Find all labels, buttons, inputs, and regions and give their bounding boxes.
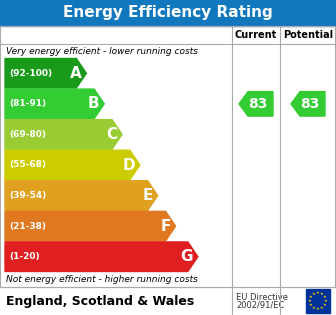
Polygon shape xyxy=(5,242,198,272)
Text: D: D xyxy=(122,158,135,173)
Text: (39-54): (39-54) xyxy=(9,191,46,200)
Text: (55-68): (55-68) xyxy=(9,161,46,169)
Text: ★: ★ xyxy=(320,292,324,296)
Bar xyxy=(0,287,336,315)
Text: ★: ★ xyxy=(308,299,312,303)
Text: ★: ★ xyxy=(324,299,328,303)
Text: F: F xyxy=(160,219,171,234)
Text: Very energy efficient - lower running costs: Very energy efficient - lower running co… xyxy=(6,47,198,55)
Text: (92-100): (92-100) xyxy=(9,69,52,78)
Text: (21-38): (21-38) xyxy=(9,222,46,231)
Polygon shape xyxy=(5,120,122,149)
Polygon shape xyxy=(291,92,325,116)
Polygon shape xyxy=(5,181,158,210)
Text: (1-20): (1-20) xyxy=(9,252,40,261)
Text: E: E xyxy=(142,188,153,203)
Bar xyxy=(0,26,336,287)
Text: EU Directive: EU Directive xyxy=(236,294,288,302)
Text: ★: ★ xyxy=(309,303,313,307)
Text: Not energy efficient - higher running costs: Not energy efficient - higher running co… xyxy=(6,275,198,284)
Text: ★: ★ xyxy=(312,306,316,310)
Text: C: C xyxy=(106,127,117,142)
Text: Energy Efficiency Rating: Energy Efficiency Rating xyxy=(63,5,273,20)
Text: B: B xyxy=(88,96,99,112)
Polygon shape xyxy=(5,150,140,180)
Text: 83: 83 xyxy=(248,97,268,111)
Text: ★: ★ xyxy=(316,307,320,311)
Text: G: G xyxy=(180,249,193,264)
Bar xyxy=(0,0,336,26)
Polygon shape xyxy=(5,89,104,119)
Text: (69-80): (69-80) xyxy=(9,130,46,139)
Text: 2002/91/EC: 2002/91/EC xyxy=(236,301,284,310)
Text: Current: Current xyxy=(235,30,277,40)
Text: ★: ★ xyxy=(323,303,327,307)
Text: England, Scotland & Wales: England, Scotland & Wales xyxy=(6,295,194,307)
Text: ★: ★ xyxy=(309,295,313,299)
Polygon shape xyxy=(239,92,273,116)
Bar xyxy=(306,289,330,313)
Text: (81-91): (81-91) xyxy=(9,99,46,108)
Text: ★: ★ xyxy=(312,292,316,296)
Text: ★: ★ xyxy=(323,295,327,299)
Text: ★: ★ xyxy=(320,306,324,310)
Polygon shape xyxy=(5,59,86,88)
Text: Potential: Potential xyxy=(283,30,333,40)
Text: A: A xyxy=(70,66,81,81)
Text: 83: 83 xyxy=(300,97,320,111)
Polygon shape xyxy=(5,211,175,241)
Text: ★: ★ xyxy=(316,291,320,295)
